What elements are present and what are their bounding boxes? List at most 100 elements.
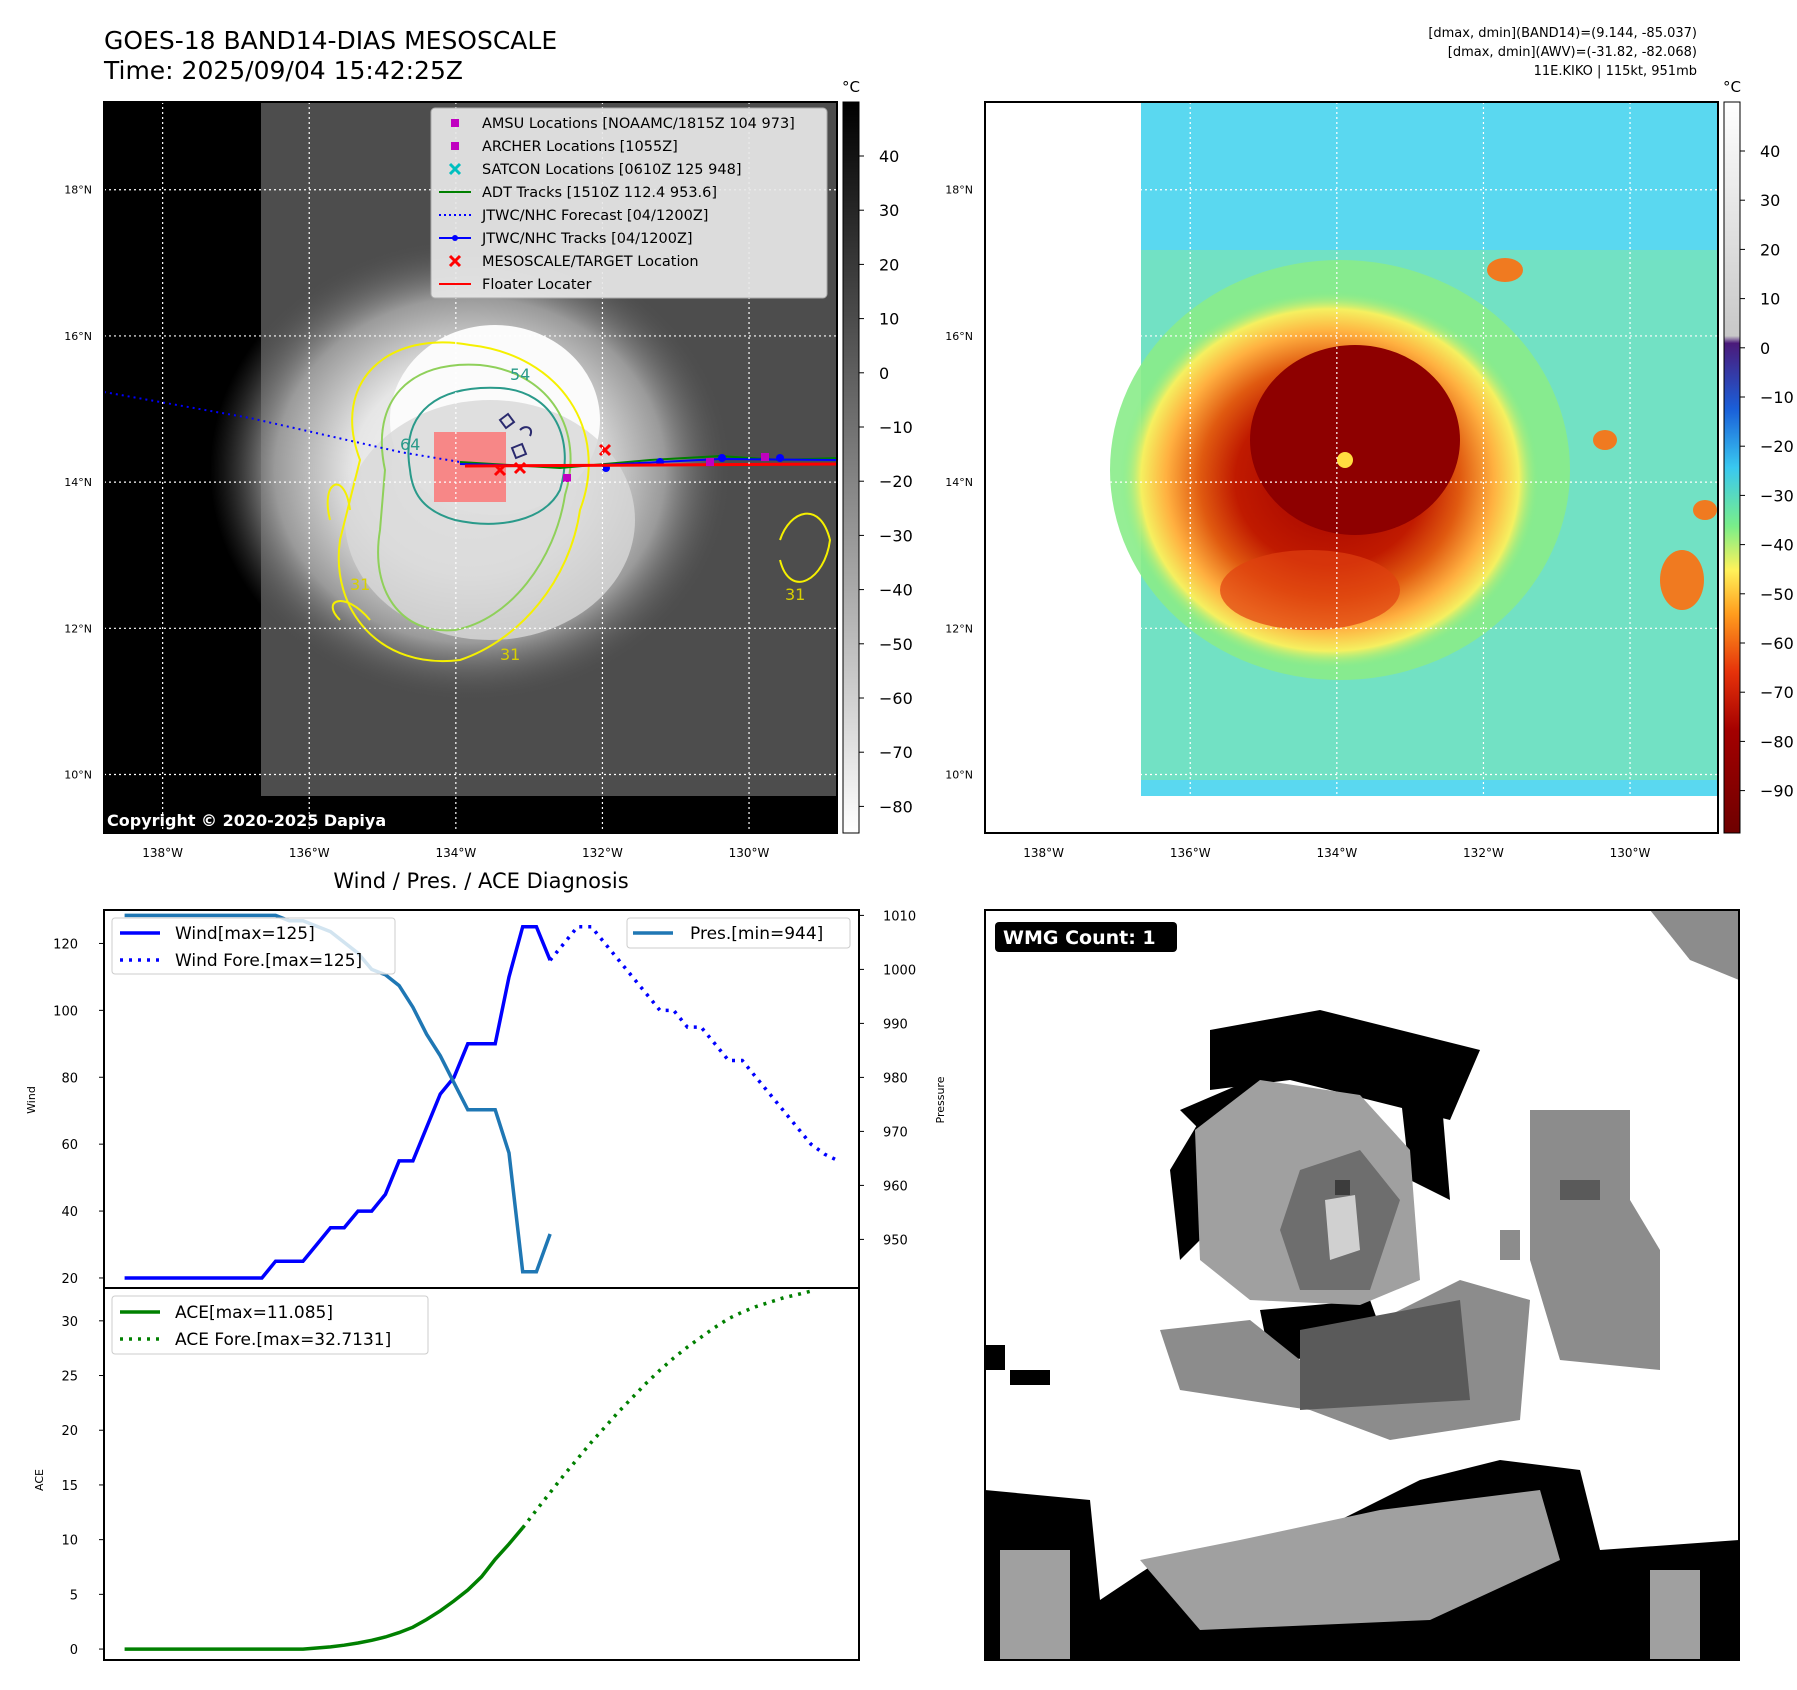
colorbar-unit: °C: [842, 78, 860, 96]
colorbar-tick-label: −80: [879, 797, 913, 816]
colorbar-tick-label: 20: [1760, 240, 1780, 259]
color-ir-band: [1220, 550, 1400, 630]
ace-ytick-label: 10: [61, 1534, 78, 1549]
colorbar-tick-label: 30: [879, 201, 899, 220]
colorbar-tick-label: 40: [879, 147, 899, 166]
contour-label: 31: [350, 575, 370, 594]
color-ir-panel: 18°N 16°N 14°N 12°N 10°N 138°W 136°W 134°W 132°W…: [945, 78, 1794, 860]
legend-label: JTWC/NHC Forecast [04/1200Z]: [481, 208, 708, 224]
map-frame: [103, 101, 838, 834]
ace-legend: ACE[max=11.085] ACE Fore.[max=32.7131]: [111, 1295, 429, 1355]
series-line: [521, 1289, 812, 1529]
wmg-region: [985, 1345, 1005, 1370]
colorbar-tick-label: −40: [879, 581, 913, 600]
wmg-region: [1400, 1080, 1450, 1200]
legend-label: JTWC/NHC Tracks [04/1200Z]: [481, 231, 693, 247]
contour-64: [407, 386, 566, 525]
colorbar-tick-label: 40: [1760, 142, 1780, 161]
diagnosis-charts: Wind / Pres. / ACE Diagnosis204060801001…: [25, 869, 947, 1661]
wind-legend: Wind[max=125] Wind Fore.[max=125]: [111, 917, 396, 975]
pres-ytick-label: 990: [883, 1017, 908, 1032]
wind-ytick-label: 60: [61, 1138, 78, 1153]
color-ir-eye: [1337, 452, 1353, 468]
colorbar-tick-label: −40: [1760, 536, 1794, 555]
color-ir-image: [985, 102, 1718, 833]
colorbar-tick-label: 30: [1760, 191, 1780, 210]
colorbar-tick-label: 10: [1760, 290, 1780, 309]
lon-tick-label: 136°W: [289, 846, 330, 860]
colorbar-tick-label: −60: [1760, 634, 1794, 653]
stats-awv: [dmax, dmin](AWV)=(-31.82, -82.068): [1447, 45, 1697, 60]
lat-tick-label: 14°N: [64, 476, 92, 489]
diagnosis-title: Wind / Pres. / ACE Diagnosis: [333, 869, 628, 893]
ace-ytick-label: 20: [61, 1424, 78, 1439]
ace-ytick-label: 5: [70, 1588, 78, 1603]
ir-rainband: [345, 400, 635, 640]
legend-swatch: [451, 142, 459, 150]
wmg-count-box: [995, 922, 1177, 952]
wmg-region: [1560, 1180, 1600, 1200]
legend-box: [626, 917, 851, 949]
wmg-region: [1300, 1300, 1470, 1410]
colorbar-tick-label: −70: [1760, 683, 1794, 702]
legend-label: Floater Locater: [482, 277, 591, 293]
wind-axis-label: Wind: [25, 1086, 38, 1114]
wmg-region: [1500, 1230, 1520, 1260]
wmg-region: [1650, 910, 1739, 980]
map-frame: [984, 101, 1719, 834]
wmg-region: [1010, 1370, 1050, 1385]
colorbar-tick-label: 0: [1760, 339, 1770, 358]
colorbar-tick-label: −50: [1760, 585, 1794, 604]
colorbar-tick-label: −70: [879, 743, 913, 762]
lon-tick-label: 138°W: [1023, 846, 1064, 860]
pres-axis-label: Pressure: [934, 1076, 947, 1123]
colorbar-tick-label: −90: [1760, 782, 1794, 801]
legend: AMSU Locations [NOAAMC/1815Z 104 973] ARC…: [430, 107, 828, 299]
colorbar-tick-label: −20: [879, 472, 913, 491]
lon-tick-label: 132°W: [582, 846, 623, 860]
wmg-region: [1650, 1570, 1700, 1660]
colorbar: [1723, 101, 1741, 834]
legend-swatch: [448, 162, 462, 176]
legend-label: MESOSCALE/TARGET Location: [482, 254, 699, 270]
color-ir-cdo: [1250, 345, 1460, 535]
wind-ytick-label: 20: [61, 1272, 78, 1287]
lat-tick-label: 10°N: [945, 769, 973, 782]
pres-legend: Pres.[min=944]: [626, 917, 851, 949]
color-ir-cell: [1487, 258, 1523, 282]
contour-label: 64: [400, 435, 420, 454]
series-line: [124, 924, 552, 1280]
colorbar-tick-label: −10: [1760, 388, 1794, 407]
ace-ytick-label: 30: [61, 1315, 78, 1330]
copyright: Copyright © 2020-2025 Dapiya: [107, 811, 386, 830]
lat-tick-label: 12°N: [945, 622, 973, 635]
wmg-count-label: WMG Count: 1: [1003, 927, 1156, 949]
lat-tick-label: 18°N: [945, 184, 973, 197]
lat-tick-label: 10°N: [64, 769, 92, 782]
wind-ytick-label: 40: [61, 1205, 78, 1220]
lon-tick-label: 138°W: [142, 846, 183, 860]
legend-label: Pres.[min=944]: [690, 924, 823, 944]
pres-ytick-label: 980: [883, 1071, 908, 1086]
figure-title: GOES-18 BAND14-DIAS MESOSCALE: [104, 26, 558, 55]
wmg-region: [1000, 1550, 1070, 1660]
color-ir-cell: [1693, 500, 1717, 520]
contour-31: [337, 341, 590, 663]
legend-label: ADT Tracks [1510Z 112.4 953.6]: [482, 185, 717, 201]
lat-tick-label: 12°N: [64, 622, 92, 635]
legend-label: Wind[max=125]: [175, 924, 315, 944]
legend-box: [111, 917, 396, 975]
colorbar-tick-label: −30: [879, 526, 913, 545]
target-marker: [598, 443, 612, 457]
jtwc-track-point: [776, 454, 784, 462]
colorbar: [842, 101, 860, 834]
colorbar-tick-label: 20: [879, 255, 899, 274]
lat-tick-label: 16°N: [945, 330, 973, 343]
ir-image: 54 64 31 31 31 Copyright © 2020-2025 Dapiya: [104, 102, 837, 833]
series-line: [124, 1526, 525, 1651]
colorbar-tick-label: −80: [1760, 732, 1794, 751]
amsu-marker: [706, 458, 714, 466]
colorbar-tick-label: 0: [879, 364, 889, 383]
lon-tick-label: 134°W: [435, 846, 476, 860]
lon-tick-label: 134°W: [1316, 846, 1357, 860]
